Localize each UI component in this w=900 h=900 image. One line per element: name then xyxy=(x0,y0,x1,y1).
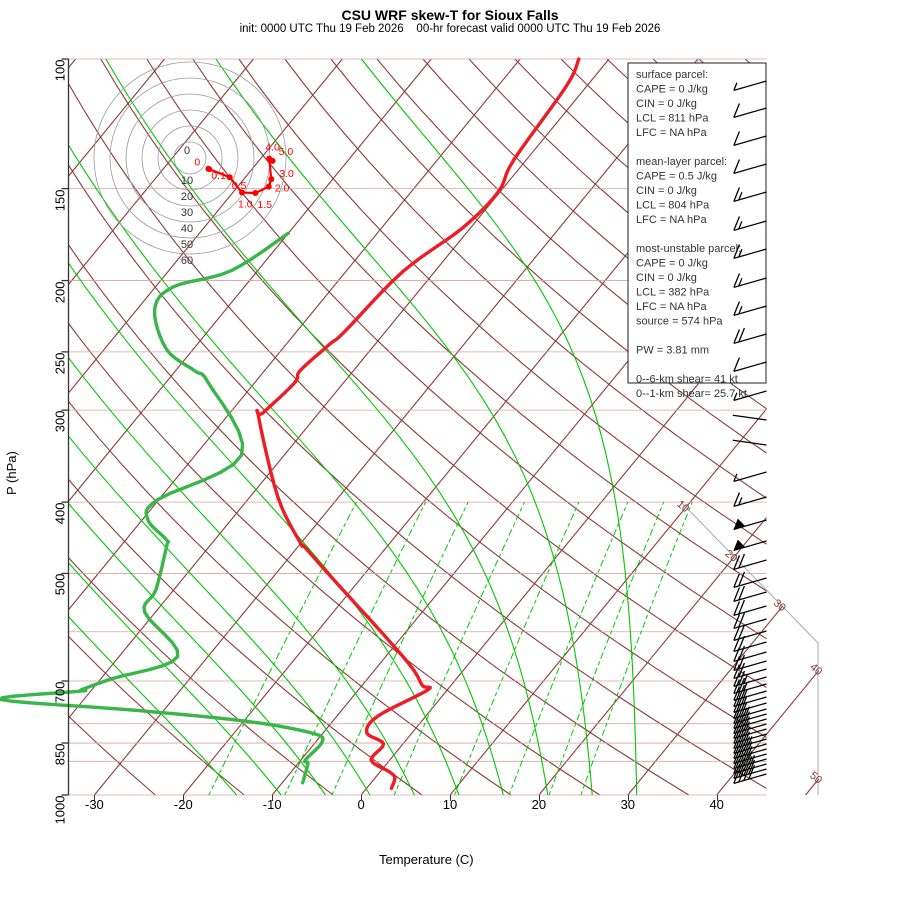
svg-text:20: 20 xyxy=(181,191,193,203)
svg-text:0: 0 xyxy=(194,157,200,169)
svg-text:1.5: 1.5 xyxy=(257,199,272,211)
svg-text:30: 30 xyxy=(181,207,193,219)
svg-text:0: 0 xyxy=(184,145,190,157)
svg-text:LCL = 382 hPa: LCL = 382 hPa xyxy=(636,287,710,299)
svg-text:10: 10 xyxy=(181,175,193,187)
svg-text:CIN = 0 J/kg: CIN = 0 J/kg xyxy=(636,272,697,284)
svg-text:mean-layer parcel:: mean-layer parcel: xyxy=(636,156,727,168)
svg-text:1.0: 1.0 xyxy=(238,199,253,211)
svg-text:CIN = 0 J/kg: CIN = 0 J/kg xyxy=(636,185,697,197)
svg-text:CAPE = 0.5 J/kg: CAPE = 0.5 J/kg xyxy=(636,171,717,183)
svg-text:2.0: 2.0 xyxy=(275,183,290,195)
svg-text:3.0: 3.0 xyxy=(279,168,294,180)
svg-text:5.0: 5.0 xyxy=(279,146,294,158)
svg-text:PW = 3.81 mm: PW = 3.81 mm xyxy=(636,345,709,357)
svg-text:source = 574 hPa: source = 574 hPa xyxy=(636,316,723,328)
svg-text:CIN = 0 J/kg: CIN = 0 J/kg xyxy=(636,98,697,110)
svg-text:0.1: 0.1 xyxy=(211,170,226,182)
svg-text:CAPE = 0 J/kg: CAPE = 0 J/kg xyxy=(636,258,708,270)
svg-text:LFC = NA hPa: LFC = NA hPa xyxy=(636,214,708,226)
svg-text:40: 40 xyxy=(181,223,193,235)
svg-text:surface parcel:: surface parcel: xyxy=(636,69,708,81)
svg-text:LFC = NA hPa: LFC = NA hPa xyxy=(636,301,708,313)
svg-text:CAPE = 0 J/kg: CAPE = 0 J/kg xyxy=(636,84,708,96)
svg-text:0.5: 0.5 xyxy=(232,180,247,192)
svg-text:LFC = NA hPa: LFC = NA hPa xyxy=(636,127,708,139)
svg-text:50: 50 xyxy=(181,239,193,251)
svg-text:LCL = 804 hPa: LCL = 804 hPa xyxy=(636,200,710,212)
svg-text:60: 60 xyxy=(181,255,193,267)
svg-text:0--1-km shear= 25.7 kt: 0--1-km shear= 25.7 kt xyxy=(636,388,747,400)
svg-text:LCL = 811 hPa: LCL = 811 hPa xyxy=(636,113,709,125)
svg-text:most-unstable parcel:: most-unstable parcel: xyxy=(636,243,741,255)
svg-text:0--6-km shear= 41 kt: 0--6-km shear= 41 kt xyxy=(636,374,738,386)
